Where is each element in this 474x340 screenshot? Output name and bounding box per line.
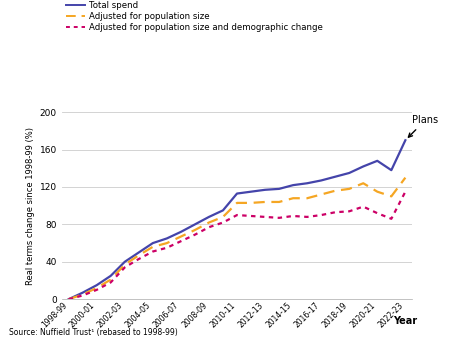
Text: Plans: Plans — [409, 115, 438, 137]
Y-axis label: Real terms change since 1998-99 (%): Real terms change since 1998-99 (%) — [27, 127, 36, 285]
Text: Source: Nuffield Trust¹ (rebased to 1998-99): Source: Nuffield Trust¹ (rebased to 1998… — [9, 328, 178, 337]
Text: Year: Year — [393, 317, 417, 326]
Legend: Total spend, Adjusted for population size, Adjusted for population size and demo: Total spend, Adjusted for population siz… — [66, 1, 323, 32]
